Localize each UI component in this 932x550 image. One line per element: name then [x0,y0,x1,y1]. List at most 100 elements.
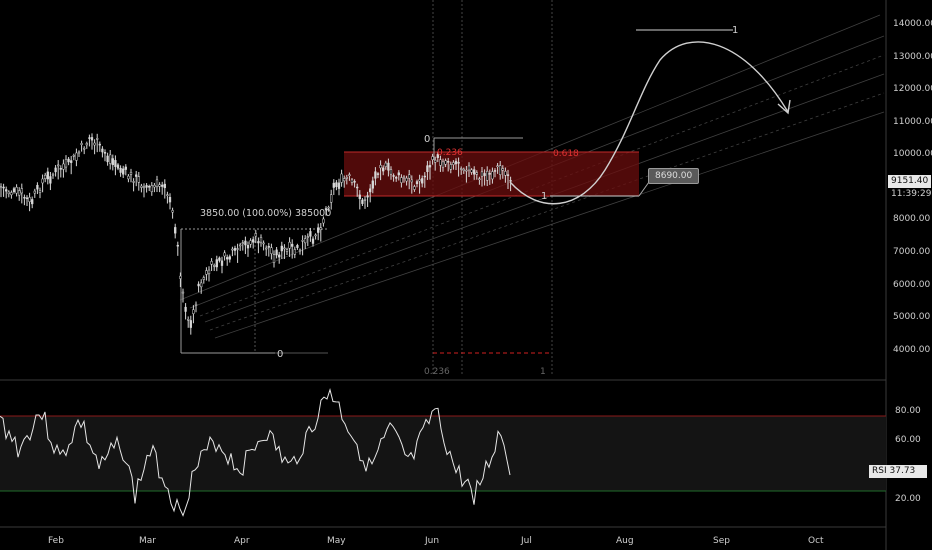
candle-body [103,152,107,154]
candle-body [171,210,174,213]
candle-countdown: 11:39:29 [888,188,932,201]
candle-body [431,156,434,160]
time-tick: Feb [48,536,64,546]
candle-body [109,154,112,164]
candle-body [296,245,299,248]
candle-body [345,177,348,179]
candle-body [28,197,31,202]
candle-body [304,238,307,244]
candle-body [428,165,432,168]
rsi-tick: 60.00 [895,435,921,445]
candle-body [327,206,330,209]
candle-body [137,176,140,183]
candle-body [421,178,424,184]
candle-body [278,254,281,258]
candle-body [314,234,317,237]
candle-body [285,249,289,252]
candle-body [140,185,143,188]
measure-label: 3850.00 (100.00%) 385000 [200,208,331,219]
candle-body [493,170,497,172]
candle-body [439,159,442,166]
candle-body [194,303,198,306]
candle-body [2,186,5,189]
one-label-mid: 1 [541,191,547,202]
candle-body [236,248,239,250]
candle-body [75,152,78,161]
candle-body [301,240,304,242]
candle-body [275,249,278,256]
candle-body [306,236,309,238]
candle-body [410,179,413,183]
candle-body [402,176,406,179]
candle-body [491,171,494,180]
candle-body [350,179,354,183]
candle-body [174,227,177,234]
candle-body [132,181,135,183]
time-tick: Jul [520,536,532,546]
one-label-top: 1 [732,25,738,36]
candle-body [259,237,263,243]
projection-path[interactable] [509,41,789,205]
candle-body [239,244,242,247]
candle-body [470,169,473,173]
rsi-band [0,416,886,491]
price-tick: 4000.00 [893,345,930,355]
candle-body [392,175,395,177]
candle-body [163,183,166,189]
candle-body [33,190,36,194]
candle-body [192,309,195,314]
candle-body [460,168,463,170]
target-price-callout[interactable]: 8690.00 [648,168,700,184]
time-tick: Aug [616,536,634,546]
candle-body [18,190,21,196]
candle-body [246,245,250,249]
candle-body [38,189,42,193]
fib-618-label: 0.618 [553,149,579,159]
time-axis[interactable]: Feb Mar Apr May Jun Jul Aug Sep Oct [48,536,824,546]
candle-body [218,257,221,261]
candle-body [358,194,361,200]
candle-body [168,197,172,203]
price-tick: 7000.00 [893,247,930,257]
candle-body [426,165,429,172]
candle-body [57,164,60,167]
candle-body [252,239,255,243]
candle-body [101,148,104,153]
candle-body [288,241,291,249]
candle-body [376,173,380,175]
candle-body [356,186,359,189]
price-axis[interactable]: 14000.00 13000.00 12000.00 11000.00 1000… [893,19,932,355]
candle-body [179,275,182,279]
candle-body [467,165,471,171]
candle-body [444,160,447,165]
fib-retracement[interactable] [433,29,733,197]
candle-body [116,164,120,169]
candle-body [408,174,411,179]
projection-arrow-icon [777,99,791,115]
candle-body [90,137,94,141]
candle-body [311,238,315,244]
candle-body [454,160,458,165]
measure-tool[interactable] [180,228,328,354]
candle-body [111,158,114,166]
candle-body [483,173,486,176]
candle-body [405,177,408,182]
candle-body [353,181,356,183]
candle-body [415,181,419,184]
rsi-axis[interactable]: 80.00 60.00 20.00 [895,406,921,504]
candle-body [366,195,369,198]
candle-body [332,182,335,188]
rsi-tick: 20.00 [895,494,921,504]
candle-body [397,172,400,176]
candle-body [389,169,393,175]
candle-body [176,244,179,247]
candle-body [7,191,10,195]
candle-body [98,143,101,146]
time-tick: May [327,536,346,546]
candle-body [44,174,47,179]
candle-body [181,291,185,294]
rsi-value: 37.73 [889,466,916,476]
candle-body [80,143,83,145]
candle-body [241,242,244,244]
